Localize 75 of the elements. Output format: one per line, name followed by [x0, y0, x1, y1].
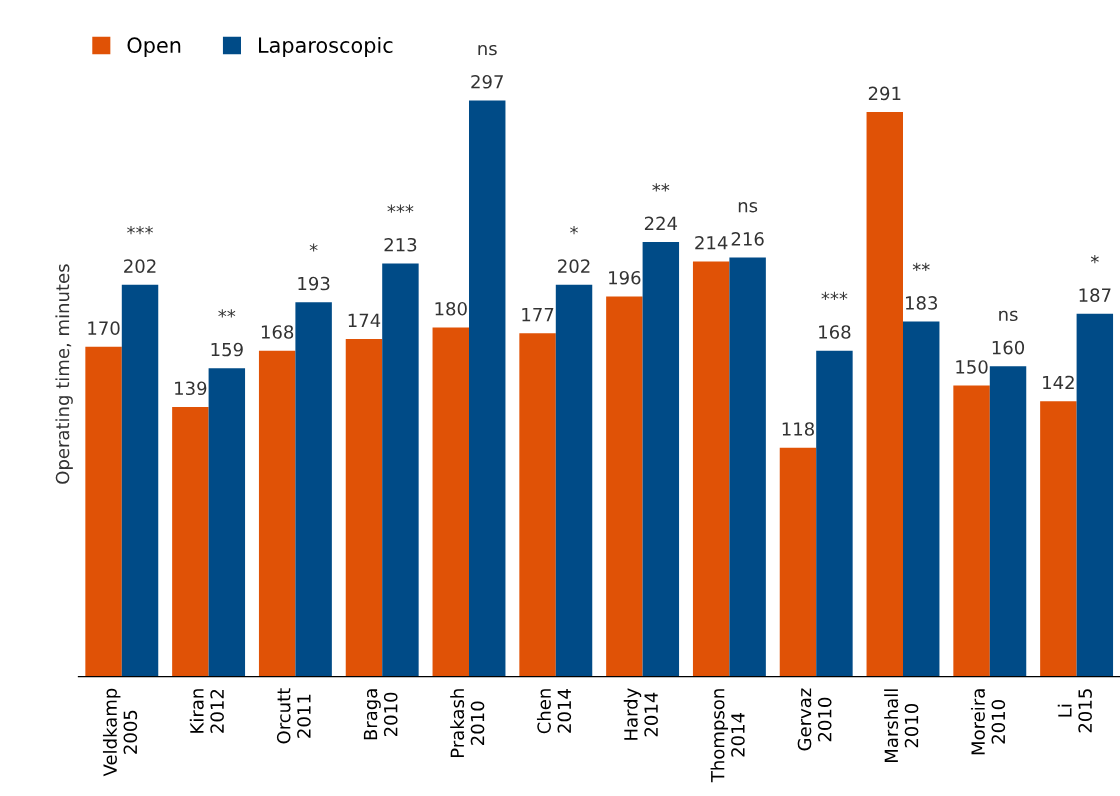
data-label: 202: [124, 259, 156, 273]
bar: [1040, 401, 1077, 677]
data-label: 202: [558, 259, 590, 273]
annotation: ns: [999, 310, 1018, 322]
data-label: 196: [609, 270, 641, 285]
x-tick-label: Chen 2014: [536, 689, 572, 734]
annotation: ns: [478, 44, 497, 56]
x-tick-label: Orcutt 2011: [276, 688, 311, 744]
data-label: 183: [905, 296, 938, 310]
y-axis-title: Operating time, minutes: [55, 264, 73, 484]
data-label: 142: [1043, 375, 1074, 390]
bar: [258, 350, 296, 677]
x-tick-label: Kiran 2012: [189, 689, 224, 733]
data-label: 139: [175, 381, 207, 396]
data-label: 193: [298, 276, 330, 291]
x-tick-label: Veldkamp 2005: [102, 688, 138, 777]
bar: [555, 284, 593, 677]
bar: [172, 406, 209, 677]
bar: [866, 112, 903, 677]
data-label: 150: [956, 360, 988, 374]
bar: [121, 284, 159, 677]
bar: [208, 368, 246, 677]
annotation: *: [309, 243, 318, 252]
data-label: 170: [88, 321, 120, 335]
annotation: ns: [738, 202, 758, 213]
x-tick-label: Braga 2010: [363, 689, 398, 740]
annotation: *: [1090, 255, 1099, 264]
annotation: *: [570, 225, 578, 235]
bar: [606, 296, 643, 677]
legend-label: Open: [127, 37, 181, 58]
bar: [729, 257, 766, 677]
data-label: 177: [522, 307, 554, 322]
data-label: 159: [211, 342, 243, 357]
bar: [295, 302, 332, 677]
bar: [779, 447, 817, 677]
data-label: 187: [1079, 288, 1111, 303]
data-label: 297: [471, 74, 503, 89]
data-label: 118: [782, 422, 814, 436]
data-label: 216: [731, 232, 764, 246]
bar: [345, 339, 383, 677]
bar: [692, 261, 730, 677]
annotation: **: [652, 183, 670, 192]
data-label: 174: [348, 313, 381, 327]
bar: [469, 100, 506, 677]
bar: [519, 333, 556, 677]
bar: [953, 385, 990, 677]
data-label: 168: [261, 325, 294, 339]
bar: [382, 263, 419, 677]
data-label: 291: [868, 86, 901, 101]
data-label: 180: [435, 301, 467, 316]
x-tick-label: Moreira 2010: [970, 689, 1006, 755]
bar: [642, 242, 680, 677]
annotation: **: [912, 262, 930, 272]
x-tick-label: Hardy 2014: [623, 688, 658, 740]
annotation: ***: [821, 291, 848, 301]
annotation: ***: [387, 204, 414, 213]
x-tick-label: Marshall 2010: [884, 689, 919, 762]
bar: [1076, 313, 1114, 677]
bar: [816, 350, 853, 677]
bar: [432, 327, 469, 677]
x-tick-label: Thompson 2014: [710, 689, 745, 783]
x-tick-label: Gervaz 2010: [797, 688, 832, 751]
data-label: 224: [644, 216, 678, 230]
bar: [989, 366, 1027, 677]
bar: [85, 346, 122, 677]
x-tick-label: Li 2015: [1057, 689, 1092, 733]
data-label: 168: [819, 325, 851, 339]
bar: [903, 321, 940, 677]
annotation: **: [218, 309, 236, 318]
data-label: 214: [695, 235, 728, 250]
data-label: 213: [384, 237, 417, 252]
legend-label: Laparoscopic: [259, 36, 393, 58]
x-tick-label: Prakash 2010: [450, 689, 485, 758]
data-label: 160: [992, 340, 1025, 355]
annotation: ***: [127, 225, 154, 235]
